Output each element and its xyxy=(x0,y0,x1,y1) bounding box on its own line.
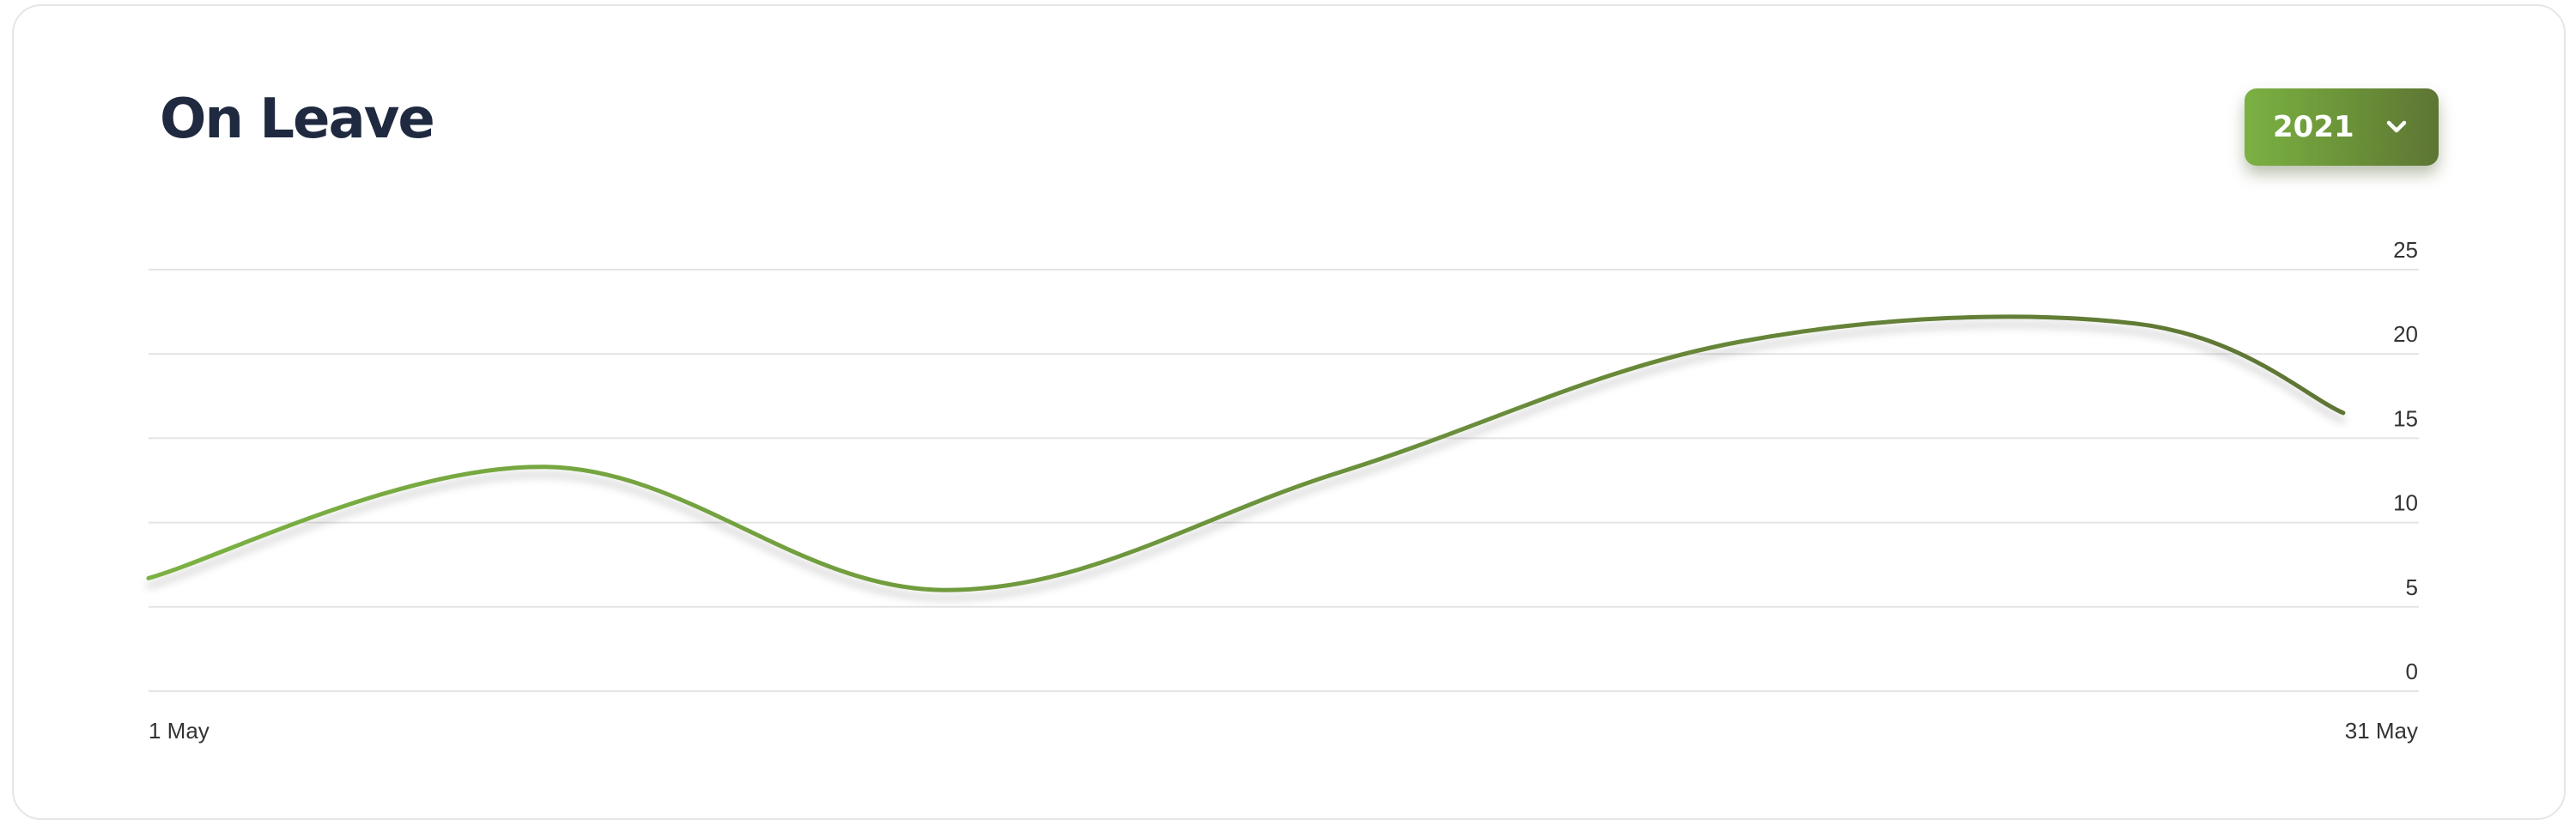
y-axis-ticks: 0 5 10 15 20 25 xyxy=(2393,237,2418,684)
y-tick-label: 25 xyxy=(2393,237,2418,263)
y-tick-label: 20 xyxy=(2393,321,2418,347)
y-tick-label: 5 xyxy=(2406,574,2418,600)
x-tick-label: 31 May xyxy=(2345,718,2418,744)
chevron-down-icon xyxy=(2386,120,2407,133)
on-leave-card: On Leave 2021 xyxy=(12,4,2566,820)
x-axis-ticks: 1 May 31 May xyxy=(149,718,2418,744)
x-tick-label: 1 May xyxy=(149,718,210,744)
y-tick-label: 0 xyxy=(2406,659,2418,684)
series-line xyxy=(146,314,2346,592)
y-tick-label: 10 xyxy=(2393,490,2418,516)
year-dropdown-value: 2021 xyxy=(2273,110,2354,144)
series-on-leave xyxy=(146,314,2346,592)
y-tick-label: 15 xyxy=(2393,405,2418,431)
year-dropdown[interactable]: 2021 xyxy=(2245,88,2439,166)
chart-title: On Leave xyxy=(160,88,435,151)
gridlines xyxy=(149,269,2419,692)
